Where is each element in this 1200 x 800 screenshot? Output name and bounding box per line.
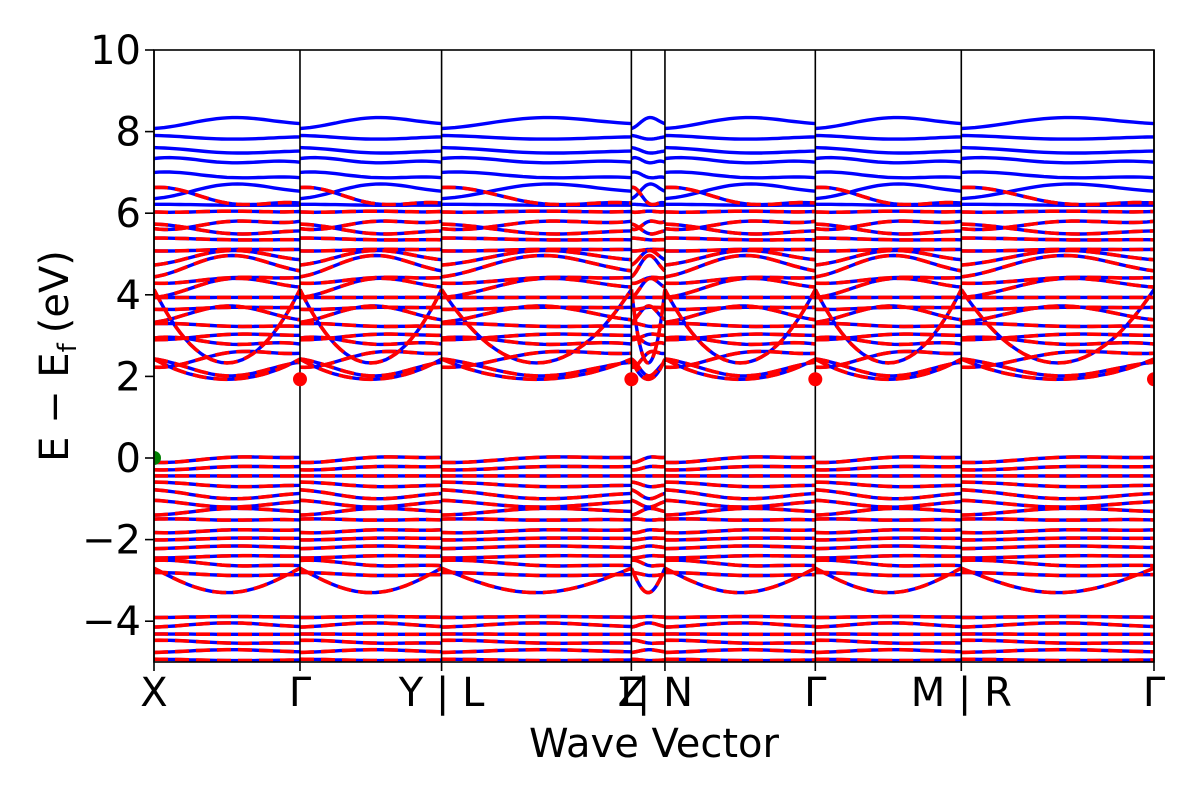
band-line-spin-down [154, 553, 1154, 560]
x-tick-label: Γ [620, 670, 643, 716]
y-tick-label: 4 [116, 273, 141, 319]
x-tick-label: M | R [911, 670, 1012, 716]
band-line-spin-down [154, 558, 1154, 568]
band-edge-markers [154, 372, 1154, 465]
band-line-spin-down [154, 332, 1154, 342]
cbm-marker [624, 372, 639, 387]
band-line-spin-down [154, 614, 1154, 620]
y-axis-label-unit: (eV) [32, 250, 78, 333]
band-line-spin-down [154, 253, 1154, 279]
cbm-marker [808, 372, 823, 387]
svg-text:E − Ef(eV): E − Ef (eV) [32, 250, 83, 462]
band-line-spin-down [154, 219, 1154, 232]
band-line-spin-down [154, 498, 1154, 509]
band-line-spin-down [154, 638, 1154, 646]
band-line-spin-down [154, 288, 1154, 365]
band-line-spin-down [154, 528, 1154, 535]
band-line-spin-down [154, 335, 1154, 347]
y-axis-ticks: −4 −2 0 2 4 6 8 10 [82, 28, 154, 645]
band-line-spin-up [154, 202, 1154, 207]
y-tick-label: 0 [116, 436, 141, 482]
band-line-spin-down [154, 536, 1154, 542]
band-line-spin-down [154, 305, 1154, 312]
band-line-spin-up [154, 182, 1154, 201]
band-line-spin-down [154, 209, 1154, 215]
band-line-spin-down [154, 657, 1154, 662]
y-axis-label-main: E − E [32, 352, 78, 462]
band-line-spin-down [154, 247, 1154, 253]
band-line-spin-down [154, 357, 1154, 382]
x-tick-label: X [140, 670, 167, 716]
x-tick-label: Y | L [398, 670, 485, 716]
band-line-spin-down [154, 455, 1154, 465]
band-line-spin-up [154, 115, 1154, 131]
band-line-spin-down [154, 222, 1154, 236]
x-axis-label: Wave Vector [529, 721, 780, 767]
band-line-spin-down [154, 357, 1154, 378]
y-tick-label: 6 [116, 191, 141, 237]
band-line-spin-down [154, 517, 1154, 522]
band-line-spin-up [154, 133, 1154, 141]
x-tick-label: Γ [804, 670, 827, 716]
band-line-spin-up [154, 170, 1154, 180]
y-axis-label: E − Ef (eV) [32, 250, 83, 462]
y-axis-label-subscript: f [53, 342, 83, 352]
plot-frame [153, 49, 1155, 663]
y-tick-label: 8 [116, 110, 141, 156]
k-point-dividers [153, 50, 1155, 662]
band-line-spin-up [154, 145, 1154, 155]
band-line-spin-down [154, 480, 1154, 489]
band-line-spin-down [154, 275, 1154, 286]
vbm-marker [154, 451, 161, 465]
band-line-spin-down [154, 488, 1154, 501]
cbm-marker [1147, 372, 1154, 387]
band-line-spin-down [154, 506, 1154, 517]
x-tick-label: Γ [289, 670, 312, 716]
x-tick-label: Γ [1143, 670, 1166, 716]
band-line-spin-down [154, 236, 1154, 242]
y-tick-label: 2 [116, 354, 141, 400]
band-line-spin-down [154, 185, 1154, 207]
y-tick-label: −4 [82, 599, 141, 645]
band-line-spin-down [154, 647, 1154, 655]
band-line-spin-down [154, 621, 1154, 629]
cbm-marker [292, 372, 307, 387]
band-line-spin-down [154, 570, 1154, 578]
y-tick-label: −2 [82, 518, 141, 564]
x-tick-label: | N [637, 670, 693, 716]
band-line-spin-up [154, 155, 1154, 165]
band-lines [154, 115, 1154, 662]
band-line-spin-down [154, 566, 1154, 595]
band-line-spin-down [154, 321, 1154, 329]
band-line-spin-down [154, 544, 1154, 551]
band-line-spin-down [154, 349, 1154, 370]
y-tick-label: 10 [90, 28, 141, 74]
x-tick-label: Z [618, 670, 645, 716]
band-line-spin-down [154, 464, 1154, 472]
